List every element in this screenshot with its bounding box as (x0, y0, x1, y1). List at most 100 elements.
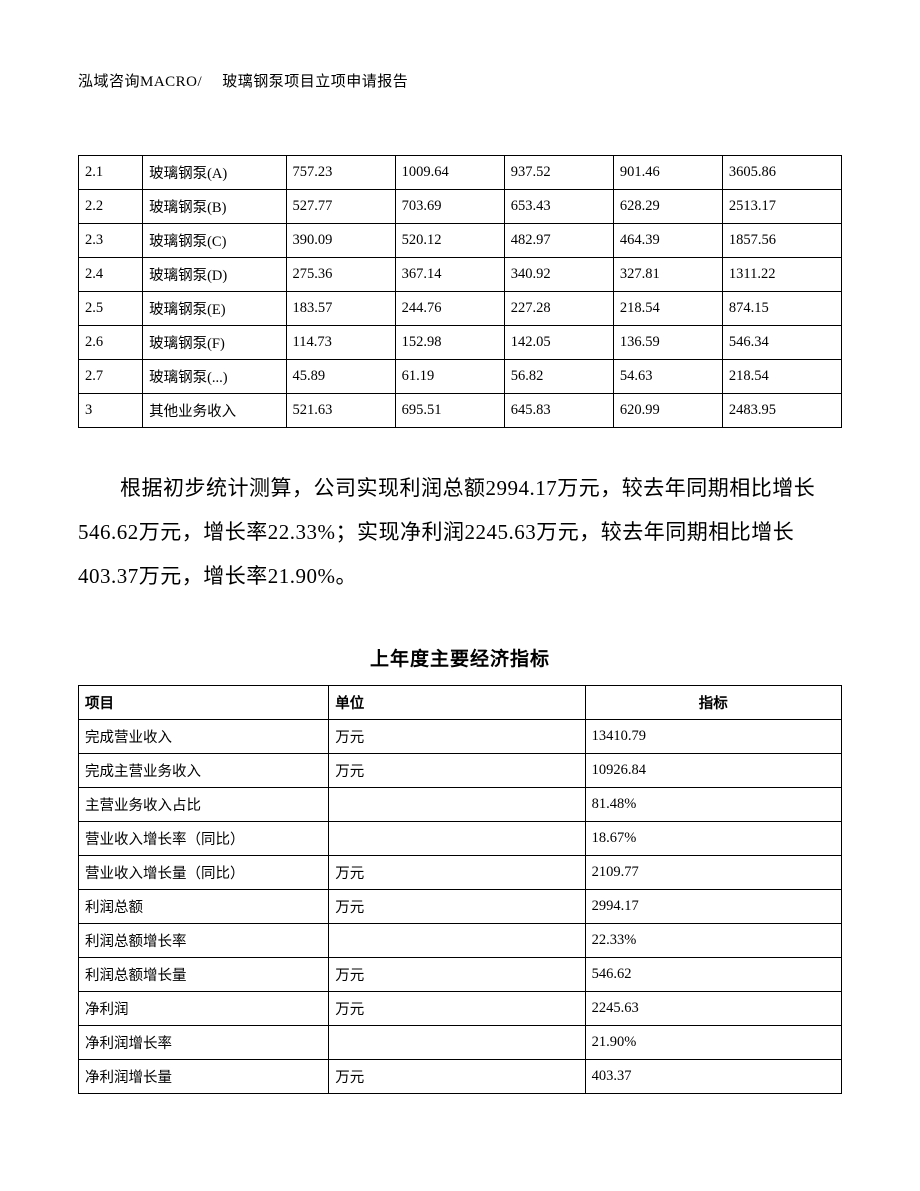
table-cell: 142.05 (504, 326, 613, 360)
table-cell: 营业收入增长率（同比） (79, 822, 329, 856)
table-row: 营业收入增长量（同比）万元2109.77 (79, 856, 842, 890)
table-cell: 2.3 (79, 224, 143, 258)
table-cell: 主营业务收入占比 (79, 788, 329, 822)
table-cell: 901.46 (613, 156, 722, 190)
table2-header-row: 项目 单位 指标 (79, 686, 842, 720)
table-cell: 874.15 (722, 292, 841, 326)
table-cell: 玻璃钢泵(C) (143, 224, 286, 258)
table-cell: 520.12 (395, 224, 504, 258)
table2-body: 完成营业收入万元13410.79完成主营业务收入万元10926.84主营业务收入… (79, 720, 842, 1094)
table-cell: 56.82 (504, 360, 613, 394)
table-cell: 628.29 (613, 190, 722, 224)
table-cell: 净利润 (79, 992, 329, 1026)
table-cell: 45.89 (286, 360, 395, 394)
table-cell: 403.37 (585, 1060, 841, 1094)
table-cell: 万元 (329, 890, 585, 924)
table-row: 2.5玻璃钢泵(E)183.57244.76227.28218.54874.15 (79, 292, 842, 326)
table2-header-1: 单位 (329, 686, 585, 720)
table-cell: 利润总额增长率 (79, 924, 329, 958)
table-row: 2.2玻璃钢泵(B)527.77703.69653.43628.292513.1… (79, 190, 842, 224)
page: 泓域咨询MACRO/玻璃钢泵项目立项申请报告 2.1玻璃钢泵(A)757.231… (0, 0, 920, 1191)
table2-header-0: 项目 (79, 686, 329, 720)
table-cell: 390.09 (286, 224, 395, 258)
table-row: 2.6玻璃钢泵(F)114.73152.98142.05136.59546.34 (79, 326, 842, 360)
table-cell: 13410.79 (585, 720, 841, 754)
table-cell: 玻璃钢泵(D) (143, 258, 286, 292)
table-cell: 3 (79, 394, 143, 428)
table-row: 2.3玻璃钢泵(C)390.09520.12482.97464.391857.5… (79, 224, 842, 258)
page-header: 泓域咨询MACRO/玻璃钢泵项目立项申请报告 (78, 70, 842, 91)
table-cell: 2.1 (79, 156, 143, 190)
table-cell: 1857.56 (722, 224, 841, 258)
table-cell: 万元 (329, 1060, 585, 1094)
table-cell: 玻璃钢泵(...) (143, 360, 286, 394)
table-cell: 营业收入增长量（同比） (79, 856, 329, 890)
table-cell: 完成营业收入 (79, 720, 329, 754)
table-cell: 937.52 (504, 156, 613, 190)
table-cell: 464.39 (613, 224, 722, 258)
table-cell: 152.98 (395, 326, 504, 360)
table2-caption: 上年度主要经济指标 (78, 644, 842, 671)
table-cell: 万元 (329, 856, 585, 890)
table-cell: 340.92 (504, 258, 613, 292)
table-cell: 367.14 (395, 258, 504, 292)
table-cell: 2109.77 (585, 856, 841, 890)
table-cell: 净利润增长率 (79, 1026, 329, 1060)
table-row: 利润总额万元2994.17 (79, 890, 842, 924)
header-left: 泓域咨询MACRO/ (78, 74, 202, 90)
table-cell: 81.48% (585, 788, 841, 822)
table-cell: 万元 (329, 754, 585, 788)
table-row: 净利润增长量万元403.37 (79, 1060, 842, 1094)
table-row: 完成营业收入万元13410.79 (79, 720, 842, 754)
table-cell: 1009.64 (395, 156, 504, 190)
table-cell: 2245.63 (585, 992, 841, 1026)
table-cell (329, 1026, 585, 1060)
table-cell: 2.7 (79, 360, 143, 394)
table-cell: 645.83 (504, 394, 613, 428)
table-cell: 527.77 (286, 190, 395, 224)
table-cell: 2.4 (79, 258, 143, 292)
table-row: 主营业务收入占比 81.48% (79, 788, 842, 822)
table-cell: 玻璃钢泵(A) (143, 156, 286, 190)
table-cell: 546.34 (722, 326, 841, 360)
table-cell: 275.36 (286, 258, 395, 292)
table-cell: 玻璃钢泵(B) (143, 190, 286, 224)
table-cell: 万元 (329, 720, 585, 754)
table-cell: 695.51 (395, 394, 504, 428)
table1-body: 2.1玻璃钢泵(A)757.231009.64937.52901.463605.… (79, 156, 842, 428)
table-row: 3其他业务收入521.63695.51645.83620.992483.95 (79, 394, 842, 428)
table-cell: 1311.22 (722, 258, 841, 292)
table-cell: 10926.84 (585, 754, 841, 788)
table-row: 利润总额增长率22.33% (79, 924, 842, 958)
table-row: 2.7玻璃钢泵(...)45.8961.1956.8254.63218.54 (79, 360, 842, 394)
header-right: 玻璃钢泵项目立项申请报告 (222, 74, 408, 90)
table-cell: 2513.17 (722, 190, 841, 224)
table-row: 2.4玻璃钢泵(D)275.36367.14340.92327.811311.2… (79, 258, 842, 292)
table-cell (329, 822, 585, 856)
table-cell: 521.63 (286, 394, 395, 428)
table-cell: 114.73 (286, 326, 395, 360)
table-row: 完成主营业务收入万元10926.84 (79, 754, 842, 788)
table-cell (329, 788, 585, 822)
revenue-breakdown-table: 2.1玻璃钢泵(A)757.231009.64937.52901.463605.… (78, 155, 842, 428)
table-cell: 利润总额增长量 (79, 958, 329, 992)
table-cell: 其他业务收入 (143, 394, 286, 428)
table-cell: 万元 (329, 958, 585, 992)
table-cell: 利润总额 (79, 890, 329, 924)
table-cell: 2483.95 (722, 394, 841, 428)
table-cell: 218.54 (722, 360, 841, 394)
table-cell: 玻璃钢泵(E) (143, 292, 286, 326)
economic-indicators-table: 项目 单位 指标 完成营业收入万元13410.79完成主营业务收入万元10926… (78, 685, 842, 1094)
table-cell: 21.90% (585, 1026, 841, 1060)
table-cell: 完成主营业务收入 (79, 754, 329, 788)
table-cell: 136.59 (613, 326, 722, 360)
table-cell: 703.69 (395, 190, 504, 224)
table-cell: 2.5 (79, 292, 143, 326)
table-cell: 244.76 (395, 292, 504, 326)
table-row: 净利润增长率 21.90% (79, 1026, 842, 1060)
table-row: 2.1玻璃钢泵(A)757.231009.64937.52901.463605.… (79, 156, 842, 190)
table-cell: 227.28 (504, 292, 613, 326)
table-cell (329, 924, 585, 958)
table-cell: 183.57 (286, 292, 395, 326)
table-cell: 327.81 (613, 258, 722, 292)
